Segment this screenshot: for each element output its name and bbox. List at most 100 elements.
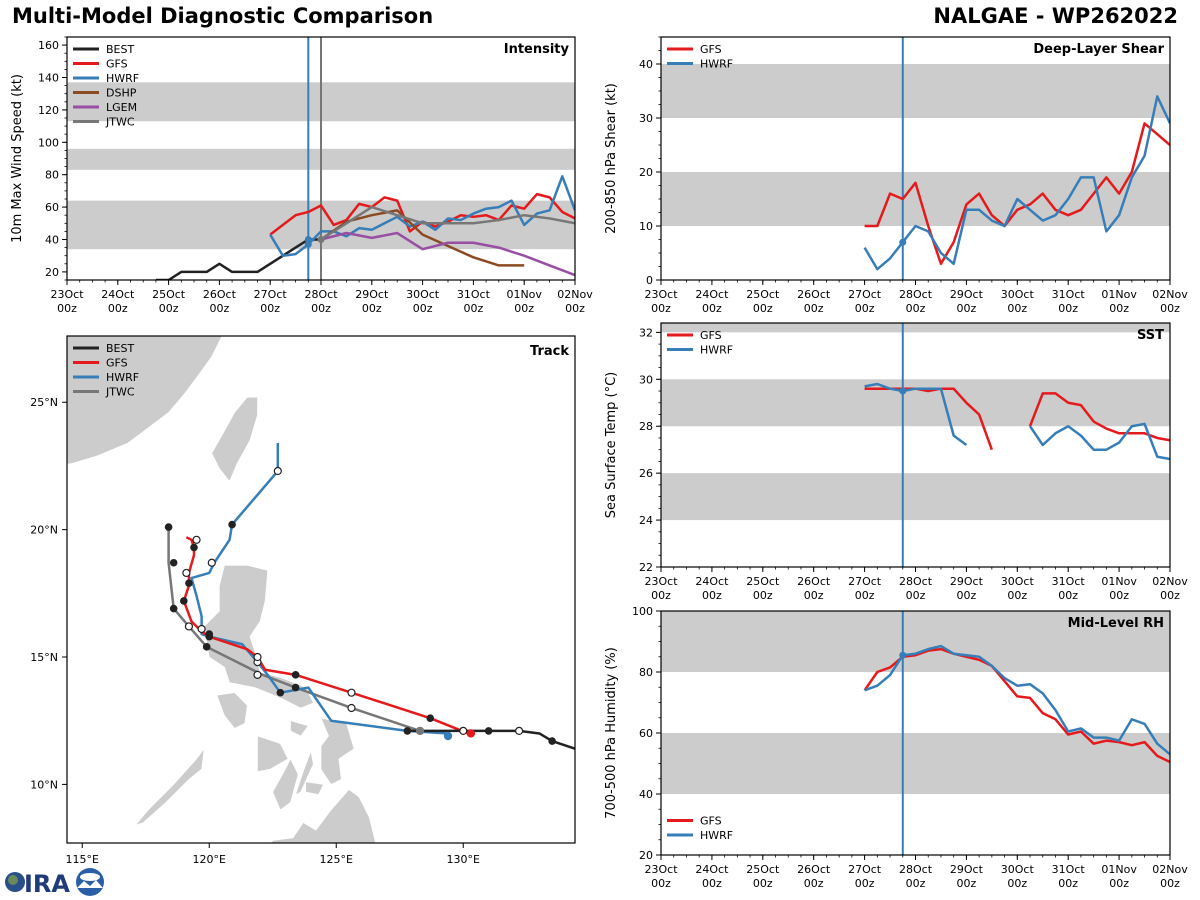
threshold-band [661, 611, 1170, 672]
y-tick-label: 80 [45, 169, 59, 182]
track-point-open [253, 670, 262, 679]
x-tick-label: 23Oct [644, 288, 678, 301]
x-tick-label: 02Nov [1152, 288, 1188, 301]
x-tick-label: 23Oct [644, 575, 678, 588]
cloud-icon [76, 868, 104, 896]
y-tick-label: 10 [639, 220, 653, 233]
x-tick-label: 28Oct [899, 288, 933, 301]
legend-label-best: BEST [106, 342, 134, 355]
x-tick-label: 00z [1160, 302, 1180, 315]
x-tick-label: 00z [855, 877, 875, 890]
land-taiwan [211, 396, 258, 482]
x-tick-label: 00z [804, 302, 824, 315]
panel-title: SST [1137, 328, 1164, 343]
lat-tick-label: 20°N [30, 524, 58, 537]
x-tick-label: 00z [1007, 589, 1027, 602]
track-start-gfs [466, 729, 476, 738]
legend-label-hwrf: HWRF [700, 829, 733, 842]
chart-shear: 01020304023Oct00z24Oct00z25Oct00z26Oct00… [604, 36, 1188, 315]
track-point-filled [164, 523, 173, 531]
series-line-gfs [1028, 392, 1170, 442]
legend-label-jtwc: JTWC [105, 116, 135, 129]
track-point-filled [169, 604, 178, 613]
x-tick-label: 31Oct [1052, 863, 1086, 876]
y-tick-label: 100 [38, 136, 59, 149]
track-point-filled [228, 520, 236, 529]
track-point-open [184, 622, 194, 631]
y-tick-label: 120 [38, 104, 59, 117]
legend-label-hwrf: HWRF [106, 371, 139, 384]
x-tick-label: 00z [1007, 302, 1027, 315]
x-tick-label: 24Oct [695, 863, 729, 876]
x-tick-label: 00z [753, 589, 773, 602]
y-tick-label: 60 [639, 727, 653, 740]
land-negros [272, 758, 299, 811]
mountain-shape [77, 880, 103, 888]
x-tick-label: 23Oct [644, 863, 678, 876]
chart-sst: 22242628303223Oct00z24Oct00z25Oct00z26Oc… [604, 322, 1188, 602]
y-tick-label: 60 [45, 201, 59, 214]
x-tick-label: 00z [1160, 877, 1180, 890]
x-tick-label: 00z [906, 302, 926, 315]
x-tick-label: 30Oct [406, 288, 440, 301]
track-point-filled [185, 579, 193, 587]
panel-title: Mid-Level RH [1068, 616, 1164, 631]
x-tick-label: 00z [210, 302, 230, 315]
y-tick-label: 26 [639, 467, 653, 480]
legend-label-hwrf: HWRF [700, 58, 733, 71]
track-point-open [253, 652, 262, 662]
x-tick-label: 00z [1109, 302, 1129, 315]
chart-track: 115°E 120°E 125°E 130°E 10°N 15°N 20°N 25°N Trac… [30, 335, 576, 866]
legend-label-lgem: LGEM [106, 101, 137, 114]
x-tick-label: 00z [753, 877, 773, 890]
x-tick-label: 00z [514, 302, 534, 315]
y-tick-label: 80 [639, 666, 653, 679]
y-tick-label: 30 [639, 373, 653, 386]
track-point-filled [426, 714, 435, 722]
x-tick-label: 26Oct [797, 863, 831, 876]
y-tick-label: 32 [639, 326, 653, 339]
y-tick-label: 22 [639, 561, 653, 574]
track-point-filled [276, 688, 285, 697]
x-tick-label: 01Nov [1101, 288, 1137, 301]
legend-label-hwrf: HWRF [106, 72, 139, 85]
land-panay [257, 735, 289, 773]
x-tick-label: 28Oct [899, 575, 933, 588]
map-frame [66, 335, 576, 844]
y-tick-label: 20 [639, 849, 653, 862]
track-point-filled [291, 671, 300, 679]
figure-title: Multi-Model Diagnostic Comparison [12, 4, 434, 28]
panel-title: Deep-Layer Shear [1033, 42, 1164, 57]
track-point-filled [484, 727, 493, 735]
y-tick-label: 40 [639, 58, 653, 71]
y-tick-label: 30 [639, 112, 653, 125]
x-tick-label: 01Nov [1101, 863, 1137, 876]
threshold-band [661, 379, 1170, 427]
map-area [67, 336, 575, 843]
land-cebu [295, 750, 314, 796]
x-tick-label: 00z [1058, 302, 1078, 315]
storm-id: NALGAE - WP262022 [933, 4, 1178, 28]
x-tick-label: 23Oct [50, 288, 84, 301]
x-tick-label: 00z [957, 302, 977, 315]
x-tick-label: 00z [1007, 877, 1027, 890]
track-point-open [197, 624, 206, 634]
cloud-shape [80, 873, 100, 881]
plot-area [661, 611, 1170, 855]
series-line-hwrf [1028, 422, 1170, 461]
y-tick-label: 0 [646, 274, 653, 287]
x-tick-label: 29Oct [950, 863, 984, 876]
lon-tick-label: 120°E [193, 853, 226, 866]
chart-intensity: 2040608010012014016023Oct00z24Oct00z25Oc… [10, 36, 593, 315]
plot-area [661, 323, 1170, 567]
analysis-marker [899, 238, 907, 246]
x-tick-label: 28Oct [899, 863, 933, 876]
y-tick-label: 24 [639, 514, 653, 527]
legend-label-best: BEST [106, 43, 134, 56]
